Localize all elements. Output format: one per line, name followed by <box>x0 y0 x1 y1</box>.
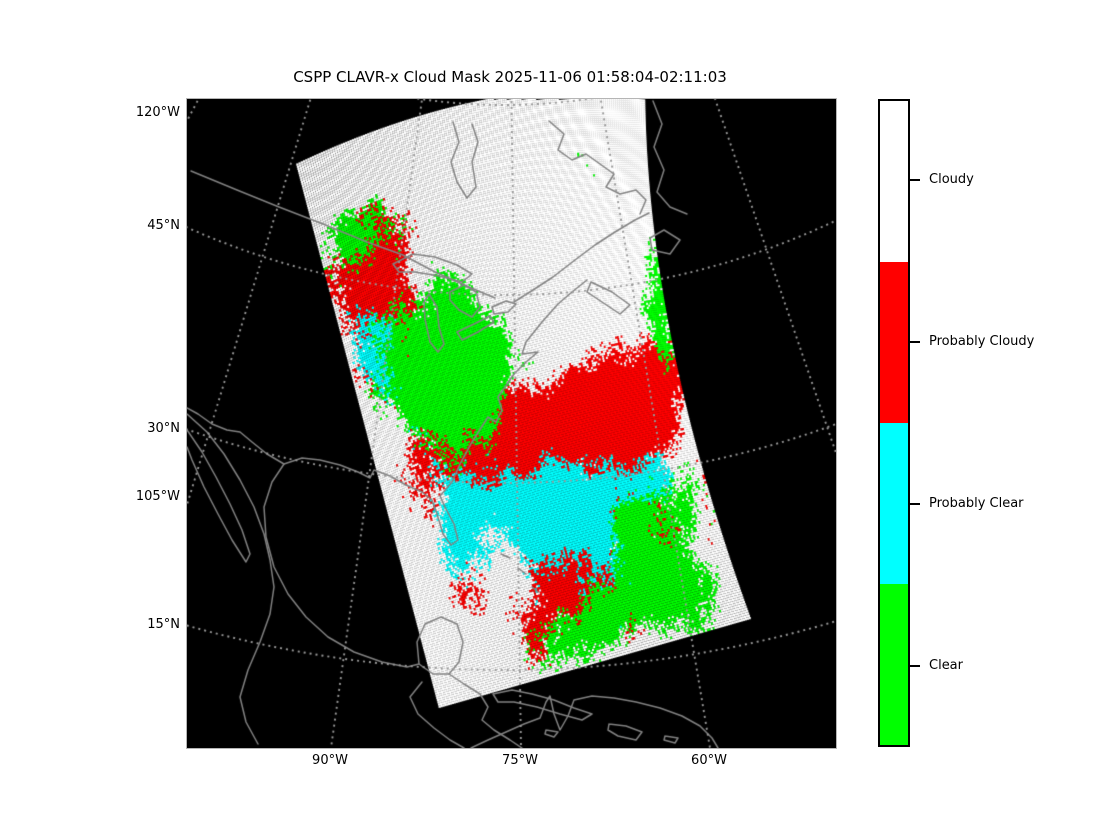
colorbar-tick-probably-cloudy <box>910 341 920 343</box>
colorbar-tick-probably-clear <box>910 503 920 505</box>
map-frame <box>186 98 837 749</box>
colorbar-segment-probably-clear <box>880 423 908 584</box>
colorbar-label-cloudy: Cloudy <box>929 172 974 187</box>
plot-title: CSPP CLAVR-x Cloud Mask 2025-11-06 01:58… <box>293 68 727 86</box>
colorbar-segment-probably-cloudy <box>880 262 908 423</box>
colorbar-segment-cloudy <box>880 101 908 262</box>
y-axis-label-15n: 15°N <box>147 617 180 632</box>
colorbar-tick-cloudy <box>910 179 920 181</box>
x-axis-label-90w: 90°W <box>312 753 348 768</box>
y-axis-label-120w: 120°W <box>135 105 180 120</box>
x-axis-label-60w: 60°W <box>691 753 727 768</box>
colorbar-label-clear: Clear <box>929 658 963 673</box>
y-axis-label-105w: 105°W <box>135 489 180 504</box>
colorbar <box>878 99 910 747</box>
y-axis-label-30n: 30°N <box>147 421 180 436</box>
colorbar-label-probably-cloudy: Probably Cloudy <box>929 334 1035 349</box>
colorbar-segment-clear <box>880 584 908 745</box>
colorbar-label-probably-clear: Probably Clear <box>929 496 1024 511</box>
colorbar-tick-clear <box>910 665 920 667</box>
y-axis-label-45n: 45°N <box>147 218 180 233</box>
cloud-mask-map-canvas <box>187 99 836 748</box>
x-axis-label-75w: 75°W <box>502 753 538 768</box>
